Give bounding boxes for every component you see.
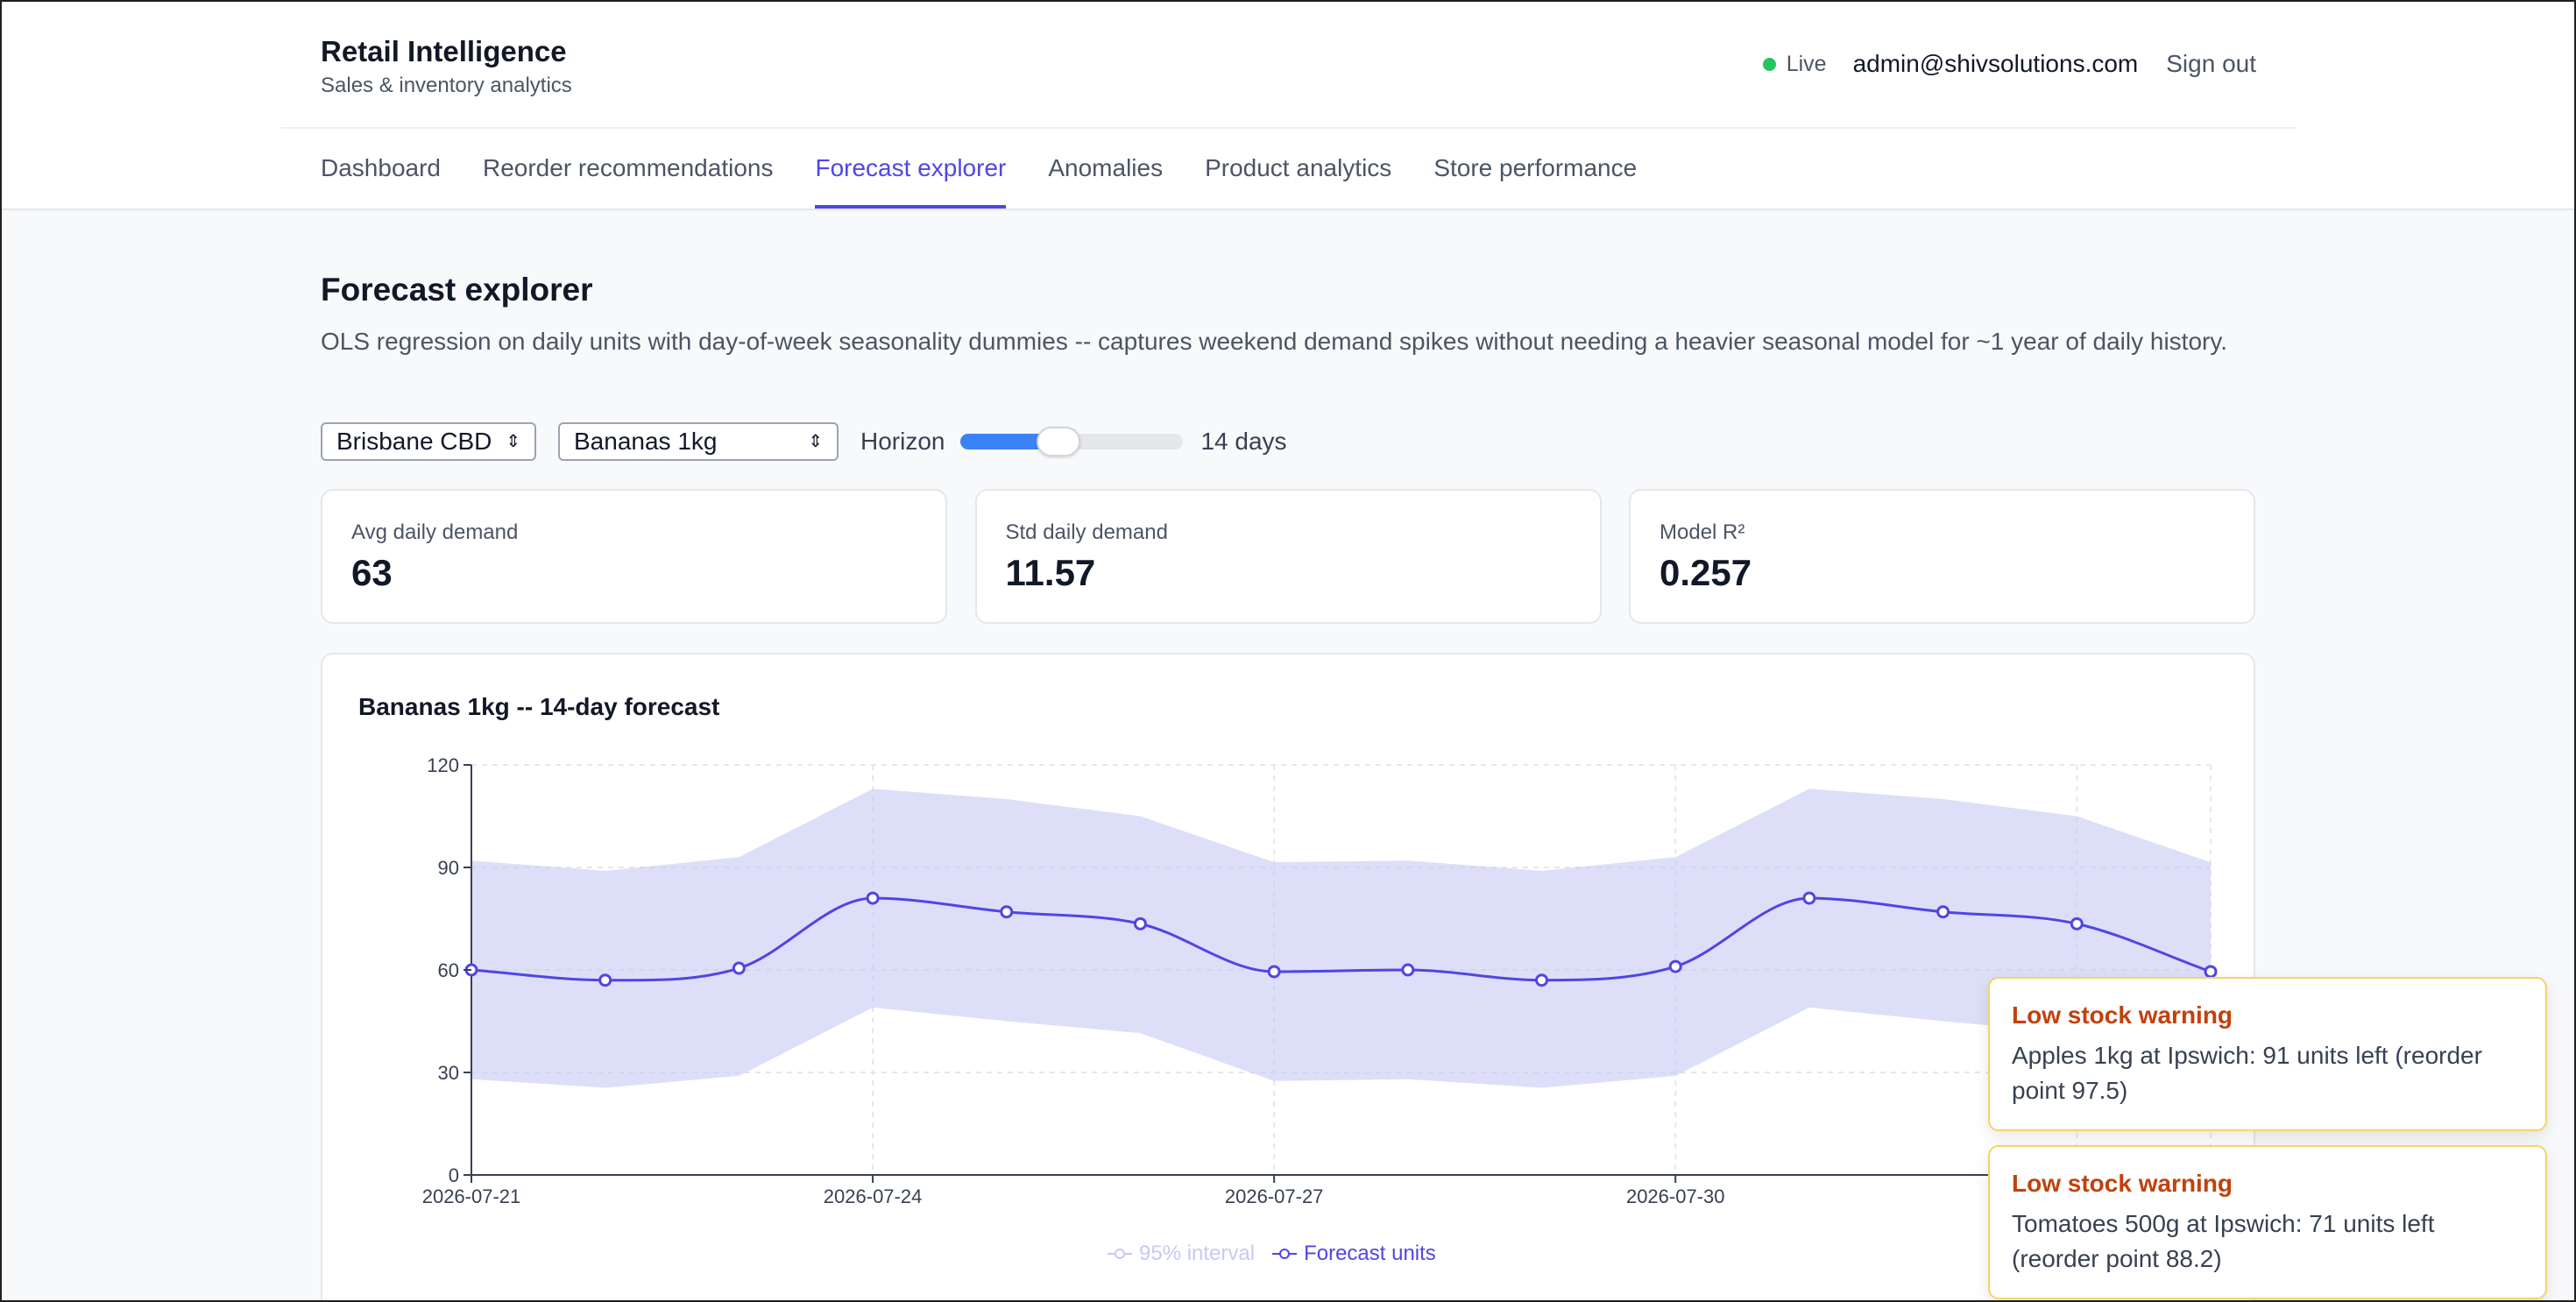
y-tick-label: 120 <box>427 754 459 776</box>
chevron-up-down-icon: ⇕ <box>506 432 520 451</box>
forecast-line <box>471 896 2212 982</box>
legend-label: Forecast units <box>1304 1242 1436 1265</box>
product-select-value: Bananas 1kg <box>574 428 718 455</box>
toast-title: Low stock warning <box>2012 1001 2233 1029</box>
stat-label: Model R² <box>1660 520 1745 544</box>
chevron-up-down-icon: ⇕ <box>808 432 823 451</box>
stat-value: 11.57 <box>1005 552 1096 593</box>
header-inner: Retail Intelligence Sales & inventory an… <box>281 2 2296 210</box>
forecast-point <box>1936 905 1950 919</box>
user-email: admin@shivsolutions.com <box>1852 50 2139 77</box>
stats-row: Avg daily demand 63 Std daily demand 11.… <box>321 489 2255 624</box>
horizon-slider-thumb[interactable] <box>1036 427 1080 456</box>
legend-swatch-icon <box>1272 1248 1298 1260</box>
tab-store-performance[interactable]: Store performance <box>1433 154 1638 181</box>
live-dot-icon <box>1762 57 1776 71</box>
forecast-point <box>1267 965 1281 979</box>
app-subtitle: Sales & inventory analytics <box>321 74 572 97</box>
forecast-point <box>1535 973 1549 987</box>
page-description: OLS regression on daily units with day-o… <box>321 328 2228 355</box>
top-header: Retail Intelligence Sales & inventory an… <box>2 2 2574 210</box>
horizon-label: Horizon <box>860 428 945 455</box>
stat-card-avg-demand: Avg daily demand 63 <box>321 489 947 624</box>
low-stock-toast[interactable]: Low stock warning Apples 1kg at Ipswich:… <box>1988 977 2547 1131</box>
forecast-point <box>1133 916 1147 931</box>
store-select-value: Brisbane CBD <box>336 428 492 455</box>
forecast-chart: 0 30 60 90 120 2026-07-21 2026-07-24 2026-07-27… <box>422 754 2218 1207</box>
forecast-controls: Brisbane CBD ⇕ Bananas 1kg ⇕ Horizon 14 … <box>321 422 1287 461</box>
x-tick-label: 2026-07-27 <box>1225 1185 1324 1207</box>
legend-item-interval[interactable]: 95% interval <box>1108 1242 1255 1266</box>
stat-label: Std daily demand <box>1005 520 1168 544</box>
tab-reorder-recommendations[interactable]: Reorder recommendations <box>482 154 774 181</box>
forecast-point <box>1668 959 1682 973</box>
x-tick-label: 2026-07-24 <box>824 1185 923 1207</box>
forecast-point <box>1401 963 1415 977</box>
tab-anomalies[interactable]: Anomalies <box>1048 154 1164 181</box>
store-select[interactable]: Brisbane CBD ⇕ <box>321 422 536 461</box>
tab-dashboard[interactable]: Dashboard <box>321 154 441 181</box>
live-status: Live <box>1762 51 1827 77</box>
y-tick-label: 30 <box>438 1062 459 1084</box>
forecast-point <box>598 973 612 987</box>
chart-legend: 95% interval Forecast units <box>1108 1242 1454 1266</box>
x-tick-label: 2026-07-21 <box>422 1185 521 1207</box>
stat-label: Avg daily demand <box>351 520 519 544</box>
stat-value: 0.257 <box>1660 552 1752 593</box>
header-divider <box>281 127 2296 129</box>
toast-title: Low stock warning <box>2012 1170 2233 1197</box>
legend-label: 95% interval <box>1139 1242 1256 1265</box>
live-label: Live <box>1786 51 1827 76</box>
x-tick-label: 2026-07-30 <box>1626 1185 1725 1207</box>
main-nav: Dashboard Reorder recommendations Foreca… <box>321 154 1679 210</box>
stat-value: 63 <box>351 552 393 593</box>
horizon-slider[interactable] <box>960 427 1184 456</box>
stat-card-std-demand: Std daily demand 11.57 <box>974 489 1602 624</box>
tab-product-analytics[interactable]: Product analytics <box>1205 154 1392 181</box>
sign-out-button[interactable]: Sign out <box>2166 50 2256 77</box>
forecast-point <box>1000 905 1014 919</box>
interval-band <box>471 789 2211 1088</box>
header-account: Live admin@shivsolutions.com Sign out <box>1762 50 2256 78</box>
forecast-chart-card: Bananas 1kg -- 14-day forecast 0 30 60 90 12… <box>321 653 2255 1300</box>
y-tick-label: 90 <box>438 857 459 879</box>
y-tick-label: 60 <box>438 959 459 981</box>
forecast-point <box>866 891 880 905</box>
product-select[interactable]: Bananas 1kg ⇕ <box>558 422 839 461</box>
low-stock-toast[interactable]: Low stock warning Tomatoes 500g at Ipswi… <box>1988 1145 2547 1299</box>
forecast-point <box>2070 916 2084 931</box>
forecast-point <box>1802 891 1816 905</box>
toast-message: Apples 1kg at Ipswich: 91 units left (re… <box>2012 1042 2482 1104</box>
forecast-point <box>732 961 746 975</box>
horizon-value: 14 days <box>1200 428 1287 455</box>
legend-item-forecast[interactable]: Forecast units <box>1272 1242 1436 1266</box>
horizon-slider-fill <box>960 434 1058 449</box>
chart-title: Bananas 1kg -- 14-day forecast <box>358 693 720 720</box>
forecast-point <box>2204 965 2218 979</box>
toast-message: Tomatoes 500g at Ipswich: 71 units left … <box>2012 1210 2435 1272</box>
stat-card-model-r2: Model R² 0.257 <box>1629 489 2255 624</box>
page-title: Forecast explorer <box>321 272 593 308</box>
tab-forecast-explorer[interactable]: Forecast explorer <box>815 154 1006 210</box>
app-title: Retail Intelligence <box>321 35 567 67</box>
y-tick-label: 0 <box>449 1164 459 1186</box>
legend-swatch-icon <box>1108 1248 1132 1260</box>
